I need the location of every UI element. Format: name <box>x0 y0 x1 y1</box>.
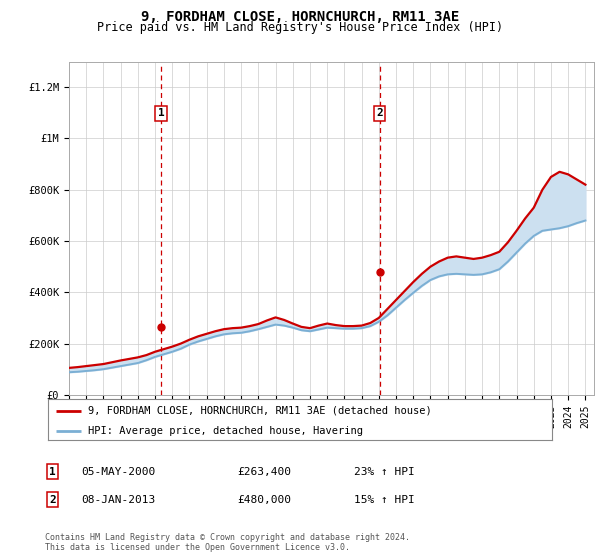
Text: 15% ↑ HPI: 15% ↑ HPI <box>354 494 415 505</box>
Text: 23% ↑ HPI: 23% ↑ HPI <box>354 466 415 477</box>
Text: 9, FORDHAM CLOSE, HORNCHURCH, RM11 3AE (detached house): 9, FORDHAM CLOSE, HORNCHURCH, RM11 3AE (… <box>88 405 432 416</box>
Text: £480,000: £480,000 <box>237 494 291 505</box>
Text: 05-MAY-2000: 05-MAY-2000 <box>81 466 155 477</box>
Text: Price paid vs. HM Land Registry's House Price Index (HPI): Price paid vs. HM Land Registry's House … <box>97 21 503 34</box>
Text: Contains HM Land Registry data © Crown copyright and database right 2024.: Contains HM Land Registry data © Crown c… <box>45 533 410 542</box>
Text: HPI: Average price, detached house, Havering: HPI: Average price, detached house, Have… <box>88 426 364 436</box>
Text: £263,400: £263,400 <box>237 466 291 477</box>
Text: 1: 1 <box>49 466 56 477</box>
Text: 2: 2 <box>49 494 56 505</box>
Text: This data is licensed under the Open Government Licence v3.0.: This data is licensed under the Open Gov… <box>45 543 350 552</box>
Text: 08-JAN-2013: 08-JAN-2013 <box>81 494 155 505</box>
Text: 1: 1 <box>158 108 164 118</box>
Text: 2: 2 <box>376 108 383 118</box>
Text: 9, FORDHAM CLOSE, HORNCHURCH, RM11 3AE: 9, FORDHAM CLOSE, HORNCHURCH, RM11 3AE <box>141 10 459 24</box>
